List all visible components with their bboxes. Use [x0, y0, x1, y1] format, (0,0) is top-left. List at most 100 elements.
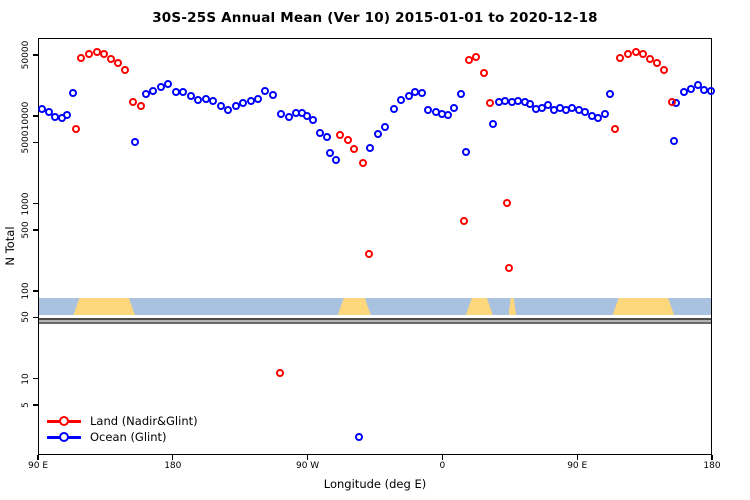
- data-point-land: [616, 54, 625, 63]
- data-point-ocean: [131, 137, 139, 146]
- data-point-ocean: [38, 105, 46, 114]
- data-point-ocean: [163, 79, 172, 88]
- data-point-land: [113, 59, 122, 68]
- x-tick-label: 180: [703, 461, 721, 471]
- data-point-ocean: [423, 106, 432, 115]
- data-point-ocean: [202, 94, 210, 103]
- data-point-ocean: [706, 86, 715, 95]
- y-tick-mark: [33, 202, 38, 205]
- data-point-ocean: [224, 106, 233, 115]
- data-point-land: [107, 55, 116, 63]
- data-point-land: [336, 131, 345, 140]
- data-point-ocean: [410, 88, 419, 96]
- ocean-marker-icon: [47, 432, 81, 442]
- x-tick-mark: [307, 455, 309, 460]
- legend-label-land: Land (Nadir&Glint): [90, 414, 198, 428]
- data-point-ocean: [216, 101, 225, 110]
- data-point-ocean: [488, 120, 497, 129]
- data-point-ocean: [355, 433, 364, 442]
- data-point-ocean: [397, 96, 405, 105]
- data-point-ocean: [238, 98, 247, 107]
- data-point-ocean: [261, 86, 269, 95]
- x-tick-mark: [172, 455, 174, 460]
- data-point-land: [479, 68, 488, 77]
- data-point-ocean: [543, 101, 552, 110]
- data-point-ocean: [461, 147, 470, 156]
- data-point-ocean: [686, 84, 695, 93]
- data-point-ocean: [456, 90, 465, 99]
- land-segment: [465, 298, 493, 315]
- data-point-ocean: [68, 88, 77, 97]
- land-marker-icon: [47, 416, 81, 426]
- data-point-ocean: [315, 128, 324, 137]
- x-tick-label: 180: [164, 461, 182, 471]
- separator-line-dark: [39, 318, 711, 320]
- data-point-ocean: [567, 104, 576, 113]
- data-point-ocean: [308, 115, 317, 124]
- data-point-ocean: [209, 97, 218, 106]
- data-point-land: [275, 368, 284, 377]
- legend: Land (Nadir&Glint) Ocean (Glint): [47, 413, 198, 445]
- x-tick-label: 90 E: [28, 461, 48, 471]
- data-point-ocean: [178, 88, 187, 96]
- y-tick-mark: [33, 316, 38, 319]
- data-point-land: [472, 52, 481, 61]
- data-point-ocean: [148, 86, 157, 95]
- data-point-ocean: [380, 122, 389, 131]
- data-point-land: [76, 54, 85, 63]
- y-tick-mark: [33, 377, 38, 380]
- data-point-land: [343, 135, 352, 144]
- land-segment: [508, 298, 517, 315]
- y-tick-mark: [33, 290, 38, 292]
- land-segment: [612, 298, 675, 315]
- land-segment: [73, 298, 135, 315]
- data-point-ocean: [389, 105, 398, 114]
- data-point-ocean: [63, 111, 71, 120]
- data-point-ocean: [605, 90, 614, 99]
- data-point-land: [465, 55, 473, 64]
- data-point-land: [485, 98, 494, 107]
- data-point-ocean: [253, 94, 262, 103]
- data-point-land: [624, 50, 633, 59]
- data-point-ocean: [277, 110, 286, 119]
- x-tick-mark: [711, 455, 713, 460]
- data-point-ocean: [373, 129, 382, 138]
- data-point-land: [639, 50, 648, 59]
- chart-title: 30S-25S Annual Mean (Ver 10) 2015-01-01 …: [152, 10, 598, 26]
- data-point-land: [660, 66, 669, 75]
- data-point-ocean: [443, 110, 452, 119]
- data-point-ocean: [449, 104, 458, 113]
- plot-area: Land (Nadir&Glint) Ocean (Glint): [38, 38, 715, 455]
- y-tick-mark: [33, 54, 38, 56]
- data-point-ocean: [231, 101, 240, 110]
- data-point-ocean: [694, 81, 703, 90]
- data-point-ocean: [332, 156, 340, 165]
- data-point-ocean: [580, 108, 589, 117]
- data-point-land: [668, 98, 677, 107]
- data-point-ocean: [268, 91, 277, 100]
- data-point-land: [611, 125, 620, 134]
- x-tick-mark: [37, 455, 39, 460]
- data-point-land: [120, 66, 129, 75]
- x-tick-label: 0: [439, 461, 446, 471]
- data-point-ocean: [326, 148, 335, 157]
- y-tick-label: 50000: [21, 40, 31, 70]
- data-point-land: [632, 48, 641, 57]
- y-tick-mark: [33, 115, 38, 117]
- data-point-ocean: [187, 91, 196, 100]
- data-point-land: [358, 158, 367, 167]
- data-point-ocean: [404, 91, 413, 100]
- data-point-ocean: [284, 113, 293, 121]
- legend-label-ocean: Ocean (Glint): [90, 430, 167, 444]
- data-point-ocean: [679, 88, 688, 96]
- data-point-ocean: [500, 97, 509, 106]
- x-tick-label: 90 E: [567, 461, 588, 471]
- data-point-land: [349, 145, 358, 154]
- data-point-land: [85, 50, 94, 59]
- y-tick-mark: [33, 141, 38, 144]
- data-point-ocean: [141, 90, 150, 99]
- data-point-ocean: [51, 113, 60, 121]
- legend-item-ocean: Ocean (Glint): [47, 429, 198, 445]
- data-point-ocean: [525, 99, 534, 108]
